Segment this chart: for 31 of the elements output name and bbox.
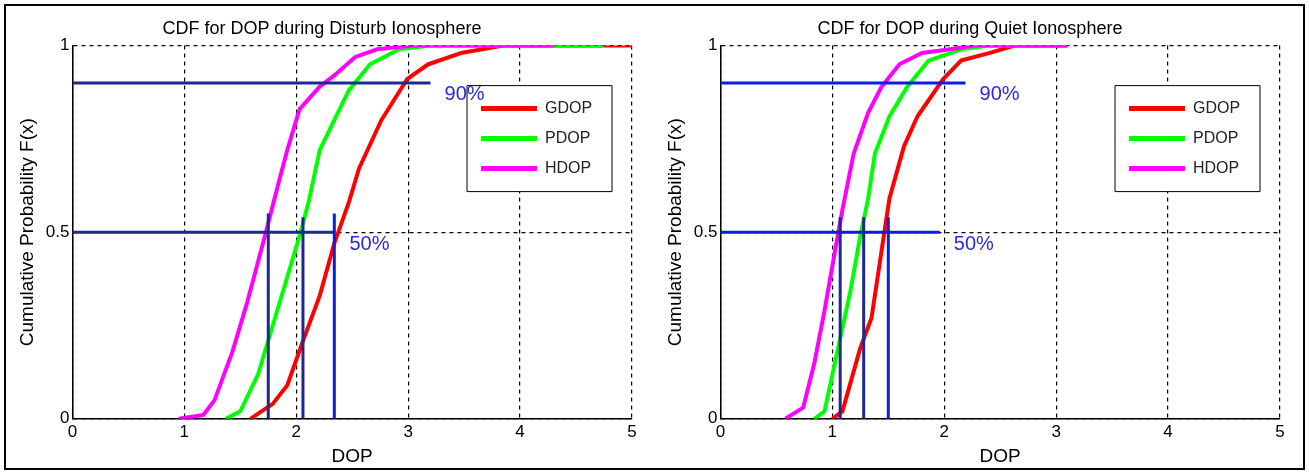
- x-tick-label: 1: [827, 421, 838, 441]
- x-tick-label: 2: [939, 421, 949, 441]
- x-tick-label: 2: [291, 421, 301, 441]
- chart-title: CDF for DOP during Quiet Ionosphere: [817, 17, 1123, 38]
- y-tick-label: 1: [59, 35, 70, 55]
- y-axis-title: Cumulative Probability F(x): [15, 118, 37, 347]
- x-tick-label: 3: [403, 421, 413, 441]
- legend-label: PDOP: [1193, 129, 1239, 147]
- y-axis-title: Cumulative Probability F(x): [663, 118, 685, 347]
- legend-label: PDOP: [545, 129, 591, 147]
- x-tick-label: 1: [179, 421, 190, 441]
- x-axis-title: DOP: [979, 444, 1021, 466]
- y-tick-label: 0: [707, 408, 718, 428]
- x-tick-label: 4: [1163, 421, 1173, 441]
- x-tick-label: 5: [1275, 421, 1285, 441]
- annotation: 50%: [349, 231, 390, 254]
- legend-label: GDOP: [1193, 99, 1241, 117]
- annotation: 90%: [979, 82, 1020, 105]
- legend-label: HDOP: [545, 159, 592, 177]
- x-tick-label: 4: [515, 421, 525, 441]
- annotation: 50%: [953, 231, 995, 254]
- chart-title: CDF for DOP during Disturb Ionosphere: [162, 17, 482, 38]
- legend-label: HDOP: [1193, 159, 1240, 177]
- x-tick-label: 5: [627, 421, 637, 441]
- y-tick-label: 1: [707, 35, 718, 55]
- x-axis-title: DOP: [331, 444, 373, 466]
- y-tick-label: 0.5: [45, 221, 70, 241]
- y-tick-label: 0.5: [693, 221, 718, 241]
- legend-label: GDOP: [545, 99, 593, 117]
- x-tick-label: 3: [1051, 421, 1061, 441]
- y-tick-label: 0: [59, 408, 70, 428]
